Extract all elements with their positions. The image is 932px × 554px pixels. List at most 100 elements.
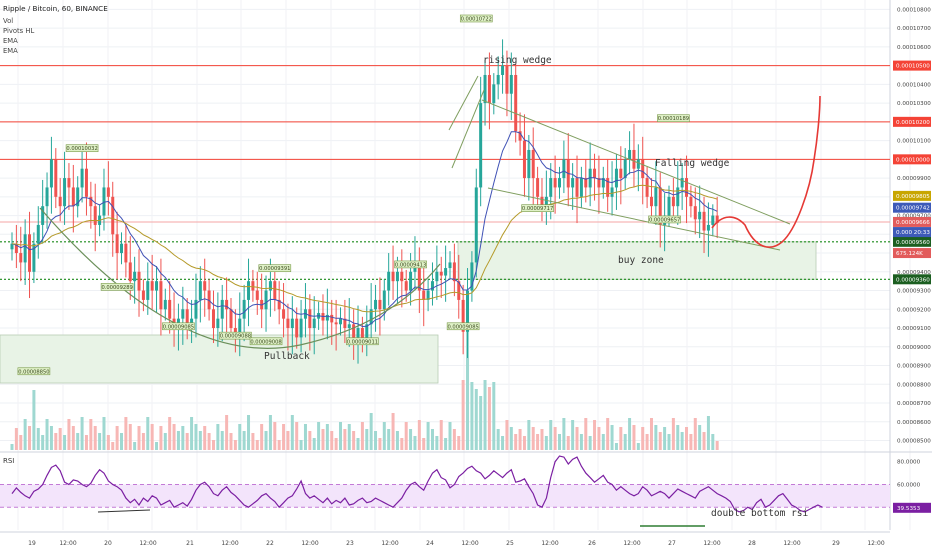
candle-body [128,262,132,282]
volume-bar [58,428,62,450]
price-badge-text: 675.124K [896,251,923,257]
rising-wedge-line-2 [451,89,485,169]
volume-bar [671,418,675,450]
pivot-label: 0.00009011 [346,337,379,345]
volume-bar [588,436,592,450]
candle-body [435,271,439,282]
price-tick-label: 0.00010300 [897,101,931,107]
volume-bar [251,433,255,450]
candle-body [49,159,53,188]
volume-bar [242,431,246,450]
volume-bar [76,433,80,450]
pivot-label-box [394,260,427,269]
volume-bar [654,425,658,450]
volume-bar [207,433,211,450]
candle-body [474,187,478,263]
candle-body [312,318,316,329]
pivot-label-text: 0.00008850 [18,369,49,375]
volume-bar [685,427,689,450]
candle-body [470,262,474,291]
time-tick-label: 12:00 [381,540,398,547]
annotation-pullback: Pullback [264,351,310,362]
candle-body [387,271,391,291]
volume-bar [457,436,461,450]
candle-body [290,318,294,329]
candle-body [623,159,627,179]
volume-bar [527,420,531,450]
rsi-value-text: 39.5353 [897,506,921,512]
rsi-trend-line-1 [97,509,151,513]
time-tick-label: 12:00 [59,540,76,547]
price-tick-label: 0.00010600 [897,45,931,51]
candle-body [531,149,535,179]
ema-fast-line [11,131,718,328]
volume-bar [536,434,540,450]
candle-body [706,224,710,231]
volume-bar [606,418,610,450]
volume-bar [409,429,413,450]
volume-bar [124,417,128,450]
pivot-label: 0.00009085 [446,322,480,330]
volume-bar [404,422,408,450]
rsi-value-badge [893,502,931,513]
falling-wedge-upper [481,99,791,225]
pivot-label-text: 0.00009289 [101,285,132,291]
candle-body [391,271,395,282]
volume-bar [49,426,53,450]
candle-body [628,149,632,160]
time-tick-label: 12:00 [867,540,884,547]
candle-body [225,299,229,310]
volume-bar [623,434,627,450]
volume-bar [514,434,518,450]
volume-bar [479,396,483,450]
volume-bar [610,425,614,450]
candle-body [601,178,605,188]
volume-bars [10,327,719,450]
volume-bar [102,417,106,450]
rsi-tick-label: 60.0000 [897,482,921,488]
price-tick-label: 0.00009200 [897,307,931,313]
candle-body [404,281,408,291]
candle-body [382,290,386,310]
time-tick-label: 19 [28,540,36,547]
resistance-badge: 0.00010200 [893,116,931,127]
volume-bar [558,434,561,450]
candle-body [689,196,693,207]
candle-body [325,314,329,321]
time-tick-label: 27 [668,540,676,547]
candle-body [584,178,588,188]
volume-bar [247,415,251,450]
volume-bar [80,417,84,450]
volume-bar [172,424,176,450]
pivot-label-box [219,331,252,340]
price-badge-text: 0.00009560 [896,240,930,246]
candle-body [487,74,491,104]
time-tick-label: 24 [426,540,434,547]
volume-bar [45,419,49,450]
support-badge: 0.00009360 [893,274,931,285]
volume-bar [387,429,391,450]
candle-body [247,281,251,300]
volume-bar [28,426,32,450]
pivot-label-box [100,283,134,291]
candle-body [339,318,342,325]
volume-bar [544,436,548,450]
volume-bar [628,418,632,450]
candle-body [19,253,23,263]
candle-body [562,159,566,179]
volume-bar [452,429,456,450]
price-badge-bg [893,274,931,285]
volume-bar [378,438,382,450]
candle-body [343,318,347,329]
volume-bar [601,434,605,450]
volume-bar [220,431,224,450]
candle-body [409,271,413,291]
volume-bar [141,433,145,450]
candle-body [220,299,224,319]
candle-body [514,74,518,132]
candle-body [636,159,640,169]
candle-body [41,206,45,225]
volume-bar [702,432,706,450]
volume-bar [566,436,570,450]
